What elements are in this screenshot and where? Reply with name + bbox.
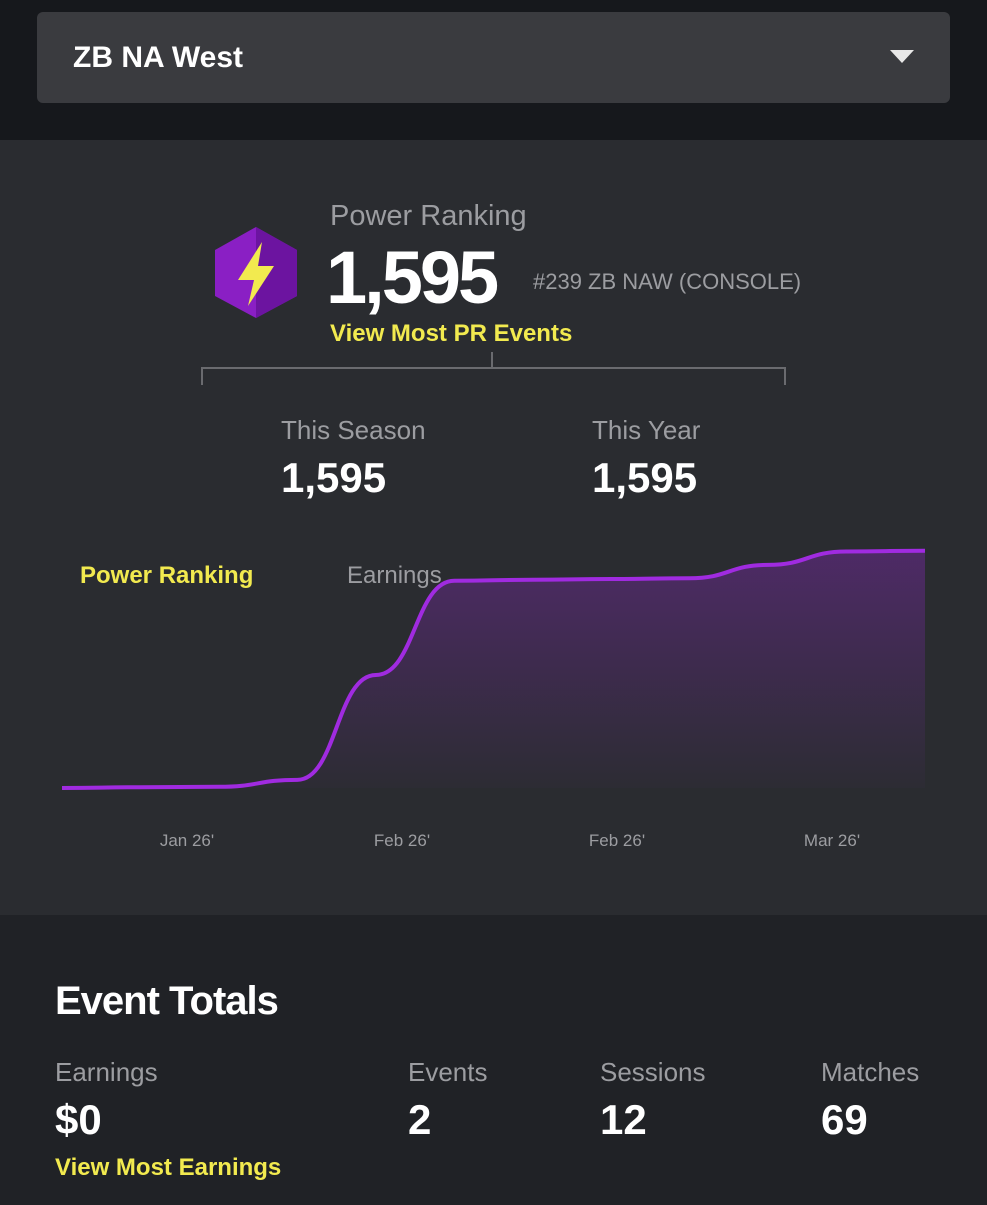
area-fill [62,550,925,788]
x-tick-label: Jan 26' [160,831,214,850]
pr-label: Power Ranking [330,200,527,232]
bracket [201,352,786,385]
chart-tab[interactable]: Power Ranking [80,562,253,589]
pr-icon-bolt [238,242,274,306]
stat-label: Earnings [55,1057,158,1087]
line [61,548,926,790]
stat-value: 69 [821,1096,868,1143]
chart: Jan 26' Feb 26' Feb 26' Mar 26' [61,548,926,850]
year-label: This Year [592,415,701,445]
stat-label: Events [408,1057,488,1087]
stat-value: 12 [600,1096,647,1143]
year-value: 1,595 [592,454,697,501]
x-tick-label: Mar 26' [804,831,860,850]
stat-value: $0 [55,1096,102,1143]
earnings-link[interactable]: View Most Earnings [55,1154,281,1181]
stat-label: Sessions [600,1057,706,1087]
event-totals-title: Event Totals [55,979,278,1023]
pr-value: 1,595 [326,236,498,319]
dropdown-arrow[interactable] [890,50,914,63]
x-tick-label: Feb 26' [374,831,430,850]
pr-icon-shade [256,227,297,318]
dropdown-value[interactable]: ZB NA West [73,41,243,74]
stat-value: 2 [408,1096,431,1143]
pr-link[interactable]: View Most PR Events [330,320,572,347]
x-tick-label: Feb 26' [589,831,645,850]
season-label: This Season [281,415,426,445]
stats: Earnings $0 Events 2 Sessions 12 Matches 69 [55,1057,919,1143]
season-value: 1,595 [281,454,386,501]
dropdown[interactable] [37,12,950,103]
chart-tab[interactable]: Earnings [347,562,442,589]
pr-rank: #239 ZB NAW (CONSOLE) [533,269,801,294]
stat-label: Matches [821,1057,919,1087]
